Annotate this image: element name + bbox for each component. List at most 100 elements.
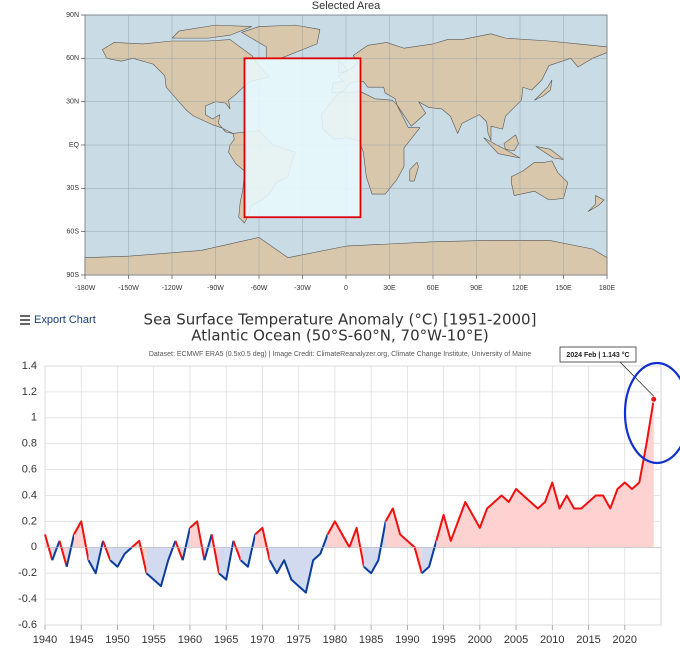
- chart-subtitle: Atlantic Ocean (50°S-60°N, 70°W-10°E): [191, 327, 488, 345]
- anomaly-line: [87, 540, 104, 575]
- export-button[interactable]: Export Chart: [18, 313, 98, 329]
- x-tick-label: 1970: [250, 634, 274, 646]
- anomaly-area: [131, 540, 147, 574]
- map-y-label: 90N: [66, 12, 79, 19]
- map-y-label: 60N: [66, 55, 79, 62]
- map-title: Selected Area: [312, 0, 381, 12]
- x-tick-label: 1990: [395, 634, 419, 646]
- export-label[interactable]: Export Chart: [34, 314, 96, 326]
- new-zealand: [588, 196, 604, 212]
- anomaly-line: [384, 507, 423, 574]
- map-x-label: -90W: [207, 285, 224, 292]
- anomaly-line: [51, 540, 61, 561]
- annotation-box: [559, 346, 637, 363]
- anomaly-line: [363, 521, 387, 575]
- map-x-label: 150E: [555, 285, 572, 292]
- x-tick-label: 2015: [576, 634, 600, 646]
- map-y-label: 60S: [67, 229, 80, 236]
- annotation-leader: [619, 361, 655, 397]
- x-tick-label: 1960: [178, 634, 202, 646]
- x-tick-label: 1965: [214, 634, 238, 646]
- borneo: [504, 135, 518, 151]
- anomaly-area: [269, 534, 328, 593]
- anomaly-area: [73, 521, 89, 561]
- anomaly-area: [240, 534, 256, 567]
- anomaly-area: [189, 521, 205, 561]
- map-x-label: -30W: [294, 285, 311, 292]
- anomaly-line: [181, 527, 191, 561]
- annotation-text: 2024 Feb | 1.143 °C: [566, 351, 629, 359]
- anomaly-area: [218, 540, 234, 580]
- anomaly-area: [146, 540, 176, 587]
- y-tick-label: -0.6: [18, 619, 37, 631]
- anomaly-area: [421, 540, 437, 574]
- x-tick-label: 1940: [33, 634, 57, 646]
- anomaly-line: [232, 540, 242, 561]
- selected-area: [243, 57, 362, 219]
- x-tick-label: 2000: [468, 634, 492, 646]
- y-tick-label: 1.4: [22, 360, 37, 372]
- anomaly-area: [255, 527, 270, 561]
- map-x-label: 120E: [512, 285, 529, 292]
- y-tick-label: 0.6: [22, 464, 37, 476]
- map-x-label: 60E: [427, 285, 440, 292]
- map-x-label: -150W: [118, 285, 139, 292]
- x-tick-label: 1980: [323, 634, 347, 646]
- new-guinea: [536, 146, 564, 159]
- anomaly-line: [268, 534, 329, 594]
- plot: 1.4 1.2 1 0.8 0.6 0.4 0.2 0 -0.2 -0.4 -0.6 1940 1945…: [18, 346, 662, 646]
- anomaly-line: [210, 534, 220, 574]
- x-tick-label: 2020: [613, 634, 637, 646]
- x-tick-label: 1950: [105, 634, 129, 646]
- y-tick-label: 1.2: [22, 386, 37, 398]
- y-tick-label: 0.8: [22, 438, 37, 450]
- x-tick-label: 1975: [286, 634, 310, 646]
- map-y-label: 30S: [67, 185, 80, 192]
- anomaly-line: [174, 540, 184, 561]
- arctic-islands: [172, 25, 252, 38]
- chart-source: Dataset: ECMWF ERA5 (0.5x0.5 deg) | Imag…: [149, 351, 531, 358]
- anomaly-area: [385, 508, 422, 574]
- chart-title: Sea Surface Temperature Anomaly (°C) [19…: [144, 311, 537, 329]
- map-y-label: 30N: [66, 99, 79, 106]
- anomaly-line: [65, 534, 75, 567]
- x-tick-label: 2005: [504, 634, 528, 646]
- y-tick-label: 0.4: [22, 489, 37, 501]
- anomaly-line: [326, 520, 365, 567]
- madagascar: [410, 162, 419, 181]
- map-y-label: EQ: [69, 142, 80, 149]
- greenland: [242, 25, 320, 58]
- export-button-bg[interactable]: [18, 313, 98, 329]
- map-x-label: -60W: [251, 285, 268, 292]
- latest-point: [650, 395, 658, 403]
- map-x-label: 90E: [470, 285, 483, 292]
- anomaly-area: [436, 399, 654, 548]
- anomaly-line: [254, 526, 271, 561]
- x-tick-label: 2010: [540, 634, 564, 646]
- eurasia: [332, 34, 608, 141]
- map-x-label: 30E: [383, 285, 396, 292]
- y-tick-label: 1: [31, 412, 37, 424]
- anomaly-line: [109, 546, 133, 568]
- highlight-ellipse: [623, 361, 680, 465]
- australia: [511, 161, 568, 200]
- y-tick-label: -0.2: [18, 567, 37, 579]
- anomaly-line: [240, 534, 257, 568]
- map-x-label: -180W: [75, 285, 96, 292]
- x-tick-label: 1955: [141, 634, 165, 646]
- y-tick-label: 0: [31, 541, 37, 553]
- map-y-label: 90S: [67, 272, 80, 279]
- anomaly-line: [435, 399, 655, 542]
- anomaly-line: [145, 540, 177, 588]
- y-tick-label: 0.2: [22, 515, 37, 527]
- menu-icon[interactable]: [20, 315, 30, 325]
- x-tick-label: 1985: [359, 634, 383, 646]
- map-selection: [243, 57, 362, 219]
- japan: [535, 80, 552, 100]
- anomaly-line: [58, 540, 68, 567]
- x-tick-label: 1945: [69, 634, 93, 646]
- anomaly-line: [218, 540, 235, 581]
- map-x-label: -120W: [162, 285, 183, 292]
- anomaly-line: [102, 540, 112, 561]
